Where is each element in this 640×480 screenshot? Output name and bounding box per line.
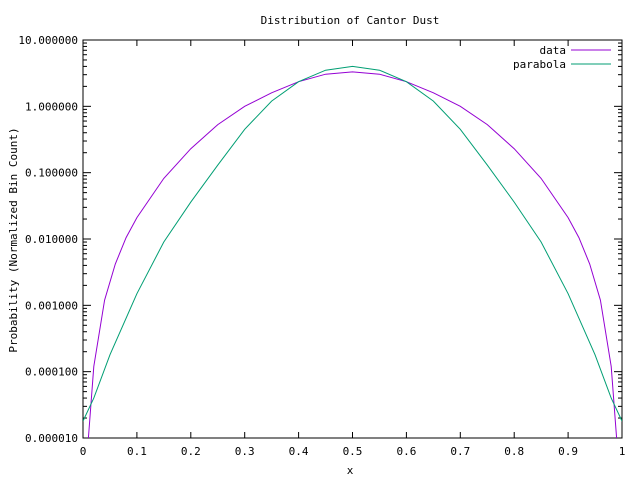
x-tick-label: 0.4: [289, 445, 309, 458]
legend-label-data: data: [540, 44, 567, 57]
x-tick-label: 0.7: [450, 445, 470, 458]
plot-area: 0 0.1 0.2 0.3 0.4 0.5 0.6 0.7 0.8 0.9 1 0.000010 0.0…: [18, 34, 625, 458]
x-tick-label: 0.6: [396, 445, 416, 458]
y-tick-label: 10.000000: [18, 34, 78, 47]
series-line-parabola: [83, 65, 622, 422]
chart-title: Distribution of Cantor Dust: [261, 14, 440, 27]
x-tick-label: 0: [80, 445, 87, 458]
y-tick-label: 1.000000: [25, 100, 78, 113]
x-tick-label: 0.9: [558, 445, 578, 458]
y-tick-label: 0.000100: [25, 366, 78, 379]
x-tick-label: 0.5: [343, 445, 363, 458]
x-tick-label: 0.8: [504, 445, 524, 458]
y-axis-label: Probability (Normalized Bin Count): [7, 127, 20, 352]
x-tick-label: 1: [619, 445, 626, 458]
y-tick-label: 0.100000: [25, 167, 78, 180]
x-tick-label: 0.1: [127, 445, 147, 458]
legend-label-parabola: parabola: [513, 58, 566, 71]
x-tick-label: 0.2: [181, 445, 201, 458]
y-tick-label: 0.001000: [25, 299, 78, 312]
series-line-data: [87, 71, 618, 438]
x-axis-label: x: [347, 464, 354, 477]
x-tick-label: 0.3: [235, 445, 255, 458]
y-tick-label: 0.010000: [25, 233, 78, 246]
y-tick-label: 0.000010: [25, 432, 78, 445]
